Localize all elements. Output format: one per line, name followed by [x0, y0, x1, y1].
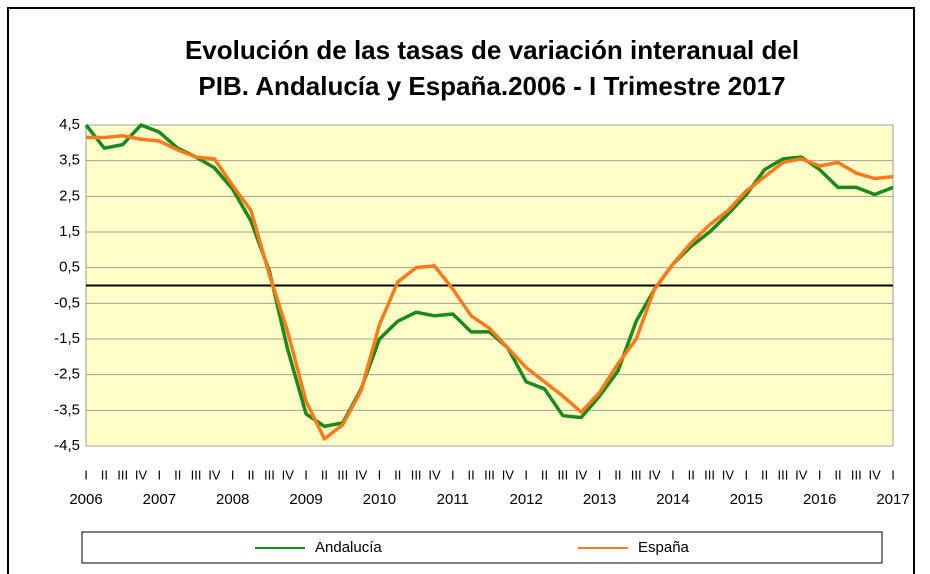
legend-label: España [638, 539, 690, 556]
x-tick-label: IV [502, 467, 515, 482]
x-tick-label: III [264, 467, 275, 482]
x-tick-label: II [541, 467, 548, 482]
x-tick-label: I [84, 467, 88, 482]
year-label: 2014 [656, 491, 689, 508]
x-tick-label: III [484, 467, 495, 482]
legend-label: Andalucía [315, 539, 382, 556]
x-tick-label: II [761, 467, 768, 482]
x-tick-label: II [834, 467, 841, 482]
x-tick-label: IV [648, 467, 661, 482]
year-label: 2006 [69, 491, 102, 508]
x-tick-label: II [688, 467, 695, 482]
chart-title: Evolución de las tasas de variación inte… [185, 35, 799, 65]
y-tick-label: -1,5 [54, 330, 80, 347]
x-tick-label: III [778, 467, 789, 482]
data-line [84, 123, 894, 429]
y-tick-label: -2,5 [54, 366, 80, 383]
x-tick-label: I [524, 467, 528, 482]
y-tick-label: -3,5 [54, 401, 80, 418]
year-label: 2009 [289, 491, 322, 508]
legend-box [81, 531, 883, 564]
x-tick-label: III [191, 467, 202, 482]
x-tick-label: IV [282, 467, 295, 482]
y-tick-label: 3,5 [59, 152, 80, 169]
y-tick-label: 4,5 [59, 116, 80, 133]
x-tick-label: IV [869, 467, 882, 482]
x-tick-label: III [704, 467, 715, 482]
year-label: 2013 [583, 491, 616, 508]
x-tick-label: III [631, 467, 642, 482]
x-tick-label: I [598, 467, 602, 482]
x-tick-label: IV [795, 467, 808, 482]
x-tick-label: IV [208, 467, 221, 482]
x-tick-label: II [247, 467, 254, 482]
y-tick-label: -4,5 [54, 437, 80, 454]
x-tick-label: II [394, 467, 401, 482]
x-tick-label: IV [722, 467, 735, 482]
year-label: 2016 [803, 491, 836, 508]
x-tick-label: IV [355, 467, 368, 482]
chart-subtitle: PIB. Andalucía y España.2006 - I Trimest… [198, 71, 785, 101]
y-tick-label: -0,5 [54, 294, 80, 311]
year-label: 2010 [363, 491, 396, 508]
x-tick-label: I [231, 467, 235, 482]
year-label: 2007 [143, 491, 176, 508]
x-tick-label: I [671, 467, 675, 482]
x-tick-label: III [337, 467, 348, 482]
year-label: 2012 [509, 491, 542, 508]
x-tick-label: I [451, 467, 455, 482]
x-tick-label: I [378, 467, 382, 482]
y-tick-label: 2,5 [59, 187, 80, 204]
y-tick-label: 0,5 [59, 259, 80, 276]
x-tick-label: I [158, 467, 162, 482]
x-tick-label: III [117, 467, 128, 482]
x-tick-label: II [614, 467, 621, 482]
year-label: 2015 [730, 491, 763, 508]
x-tick-label: II [101, 467, 108, 482]
x-tick-label: I [818, 467, 822, 482]
x-tick-label: II [468, 467, 475, 482]
x-tick-label: IV [428, 467, 441, 482]
x-tick-label: II [174, 467, 181, 482]
x-tick-label: III [557, 467, 568, 482]
x-tick-label: IV [575, 467, 588, 482]
y-tick-label: 1,5 [59, 223, 80, 240]
x-tick-label: III [411, 467, 422, 482]
x-tick-label: IV [135, 467, 148, 482]
x-tick-label: I [744, 467, 748, 482]
x-tick-label: I [304, 467, 308, 482]
x-tick-label: I [891, 467, 895, 482]
year-label: 2011 [437, 491, 469, 508]
data-line [86, 133, 894, 441]
x-tick-label: II [321, 467, 328, 482]
x-tick-label: III [851, 467, 862, 482]
year-label: 2008 [216, 491, 249, 508]
year-label: 2017 [876, 491, 909, 508]
